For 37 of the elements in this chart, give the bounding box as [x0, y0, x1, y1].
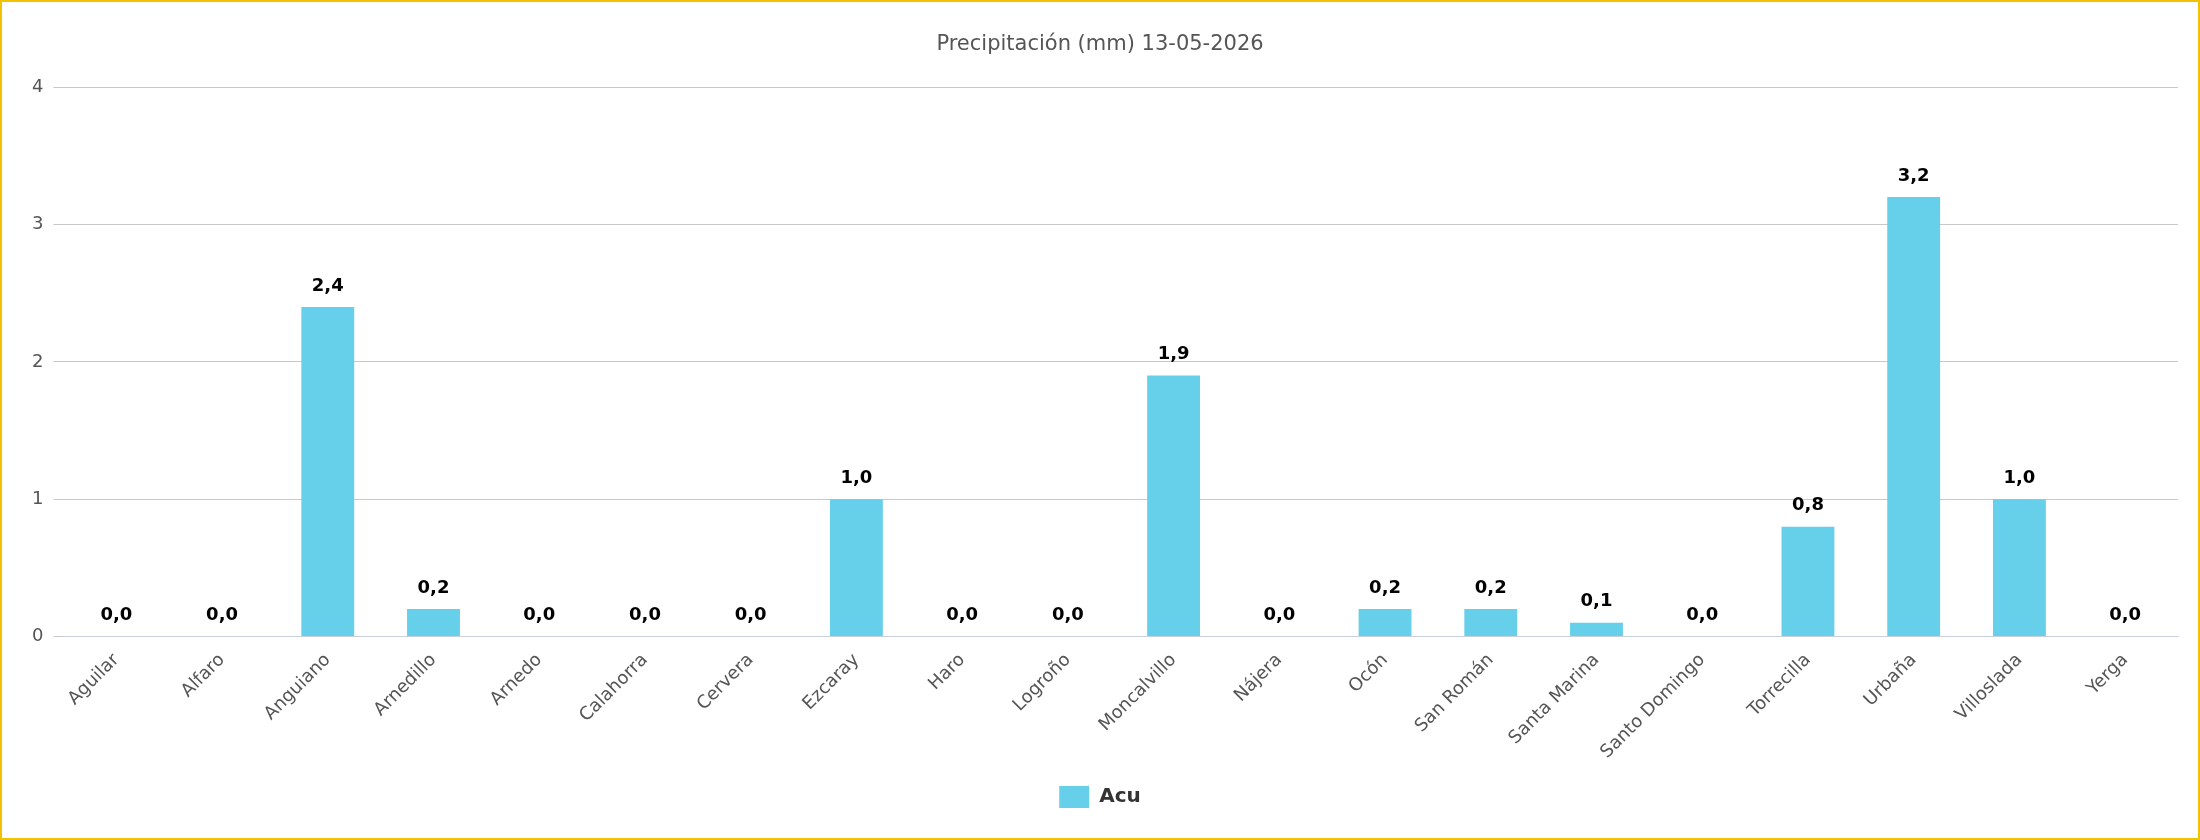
- data-label: 0,0: [629, 603, 661, 625]
- data-label: 0,0: [946, 603, 979, 625]
- bar: [407, 609, 460, 636]
- data-label: 0,0: [100, 603, 133, 625]
- bar: [1464, 609, 1518, 636]
- data-label: 0,1: [1580, 589, 1613, 611]
- bar: [301, 306, 355, 636]
- bar: [829, 499, 883, 636]
- data-label: 1,0: [2003, 465, 2036, 487]
- data-label: 0,0: [523, 603, 556, 625]
- data-label: 0,2: [1474, 575, 1507, 597]
- bar: [1570, 622, 1623, 636]
- data-label: 2,4: [311, 273, 344, 295]
- data-label: 0,2: [417, 575, 450, 597]
- y-tick-label: 0: [32, 624, 44, 646]
- bar: [1887, 197, 1941, 636]
- y-tick-label: 4: [32, 74, 44, 96]
- data-label: 1,0: [840, 465, 873, 487]
- data-label: 1,9: [1157, 342, 1190, 364]
- bar: [1147, 375, 1201, 636]
- bar: [1358, 609, 1412, 636]
- chart-title: Precipitación (mm) 13-05-2026: [936, 31, 1264, 56]
- bar: [1992, 499, 2046, 636]
- data-label: 3,2: [1897, 163, 1930, 185]
- data-label: 0,0: [2109, 603, 2142, 625]
- data-label: 0,8: [1792, 493, 1824, 515]
- data-label: 0,2: [1369, 575, 1401, 597]
- y-tick-label: 3: [32, 212, 44, 234]
- data-label: 0,0: [206, 603, 238, 625]
- bar: [1781, 526, 1835, 636]
- data-label: 0,0: [1051, 603, 1084, 625]
- data-label: 0,0: [1263, 603, 1296, 625]
- y-tick-label: 1: [32, 486, 44, 508]
- data-label: 0,0: [1686, 603, 1719, 625]
- y-tick-label: 2: [32, 349, 44, 371]
- data-label: 0,0: [734, 603, 767, 625]
- legend-label: Acu: [1099, 783, 1141, 808]
